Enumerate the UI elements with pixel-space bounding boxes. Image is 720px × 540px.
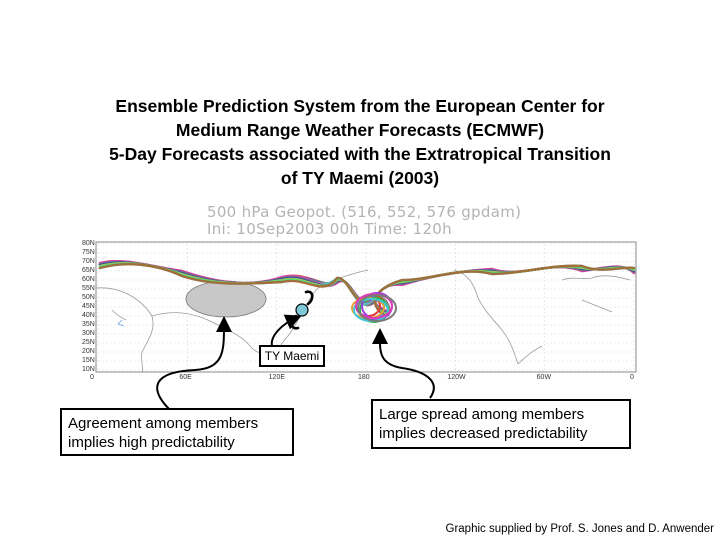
map-header-line-2: Ini: 10Sep2003 00h Time: 120h [207, 220, 452, 238]
latitude-label: 70N [82, 258, 95, 265]
ensemble-member-loop [357, 294, 397, 322]
longitude-label: 0 [630, 374, 634, 381]
title-line-1: Ensemble Prediction System from the Euro… [115, 96, 605, 116]
ensemble-map: 80N 75N 70N 65N 60N 55N 50N 45N 40N 35N 30N 25N 20N 1… [82, 240, 640, 382]
latitude-label: 30N [82, 330, 95, 337]
map-canvas [95, 241, 637, 373]
ensemble-members [98, 259, 636, 323]
latitude-label: 10N [82, 366, 95, 373]
spread-line-1: Large spread among members [379, 406, 585, 423]
longitude-label: 120W [447, 374, 466, 381]
ensemble-member-loop [355, 293, 393, 319]
agreement-annotation: Agreement among members implies high pre… [60, 408, 294, 456]
spread-annotation: Large spread among members implies decre… [371, 399, 631, 449]
latitude-label: 65N [82, 267, 95, 274]
longitude-label: 180 [358, 374, 370, 381]
longitude-label: 120E [268, 374, 286, 381]
map-header: 500 hPa Geopot. (516, 552, 576 gpdam) In… [207, 204, 537, 238]
latitude-label: 75N [82, 249, 95, 256]
arrow-to-spread-region [371, 328, 435, 399]
agreement-line-1: Agreement among members [68, 415, 259, 432]
title-line-2: Medium Range Weather Forecasts (ECMWF) [175, 120, 545, 140]
arrow-to-typhoon [270, 314, 302, 347]
image-credit: Graphic supplied by Prof. S. Jones and D… [445, 523, 715, 535]
title-line-3: 5-Day Forecasts associated with the Extr… [109, 144, 611, 164]
latitude-label: 40N [82, 312, 95, 319]
latitude-label: 45N [82, 303, 95, 310]
typhoon-marker [295, 303, 309, 317]
longitude-label: 0 [90, 374, 94, 381]
slide-title: Ensemble Prediction System from the Euro… [40, 94, 680, 190]
longitude-label: 60E [179, 374, 192, 381]
title-line-4: of TY Maemi (2003) [280, 168, 440, 188]
latitude-label: 35N [82, 321, 95, 328]
map-header-line-1: 500 hPa Geopot. (516, 552, 576 gpdam) [207, 203, 522, 221]
latitude-label: 20N [82, 348, 95, 355]
longitude-label: 60W [536, 374, 552, 381]
typhoon-label: TY Maemi [259, 345, 325, 367]
latitude-label: 25N [82, 339, 95, 346]
agreement-line-2: implies high predictability [68, 434, 235, 451]
arrow-to-agreement-region [156, 316, 233, 411]
latitude-label: 80N [82, 240, 95, 247]
latitude-label: 15N [82, 357, 95, 364]
latitude-label: 50N [82, 294, 95, 301]
latitude-label: 55N [82, 285, 95, 292]
spread-line-2: implies decreased predictability [379, 425, 588, 442]
latitude-label: 60N [82, 276, 95, 283]
